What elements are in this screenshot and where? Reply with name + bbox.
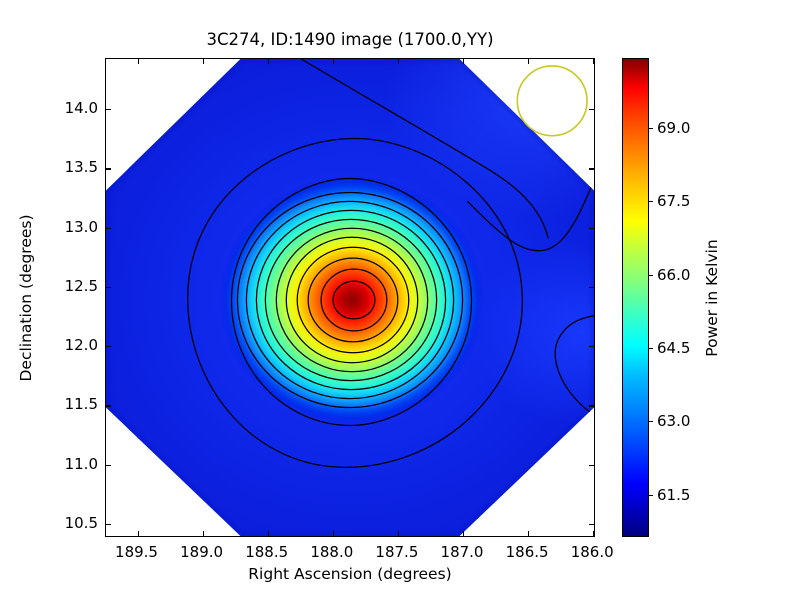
y-tick-label: 11.0: [64, 454, 98, 473]
y-tick: [106, 168, 111, 170]
y-tick: [106, 464, 111, 466]
colorbar-tick-label: 69.0: [657, 119, 691, 137]
y-tick-label: 14.0: [64, 99, 98, 117]
x-tick-top: [202, 59, 204, 64]
y-tick-label: 13.5: [64, 158, 98, 177]
y-tick-right: [589, 346, 594, 348]
y-tick-label: 13.0: [64, 217, 98, 236]
y-tick-right: [589, 168, 594, 170]
image-axes: [105, 58, 595, 537]
x-tick-top: [528, 59, 530, 64]
colorbar-tick: [648, 128, 653, 130]
x-tick: [593, 531, 594, 536]
x-tick: [397, 531, 400, 536]
x-tick-label: 189.5: [115, 543, 158, 561]
contour-lines: [187, 59, 594, 468]
y-tick: [106, 227, 111, 229]
colorbar: 69.0 67.5 66.0 64.5 63.0 61.5: [622, 58, 690, 537]
x-tick-label: 187.0: [440, 543, 484, 561]
colorbar-tick: [648, 274, 653, 276]
x-tick-label: 186.0: [570, 543, 614, 561]
x-tick-top: [593, 59, 594, 64]
x-tick: [267, 531, 269, 536]
x-tick: [202, 531, 204, 536]
y-tick-right: [589, 405, 594, 407]
y-tick: [106, 286, 111, 289]
colorbar-tick-label: 63.0: [657, 412, 691, 431]
sky-image: [106, 59, 594, 536]
y-tick-right: [589, 227, 594, 229]
y-tick-label: 10.5: [64, 514, 98, 532]
y-tick: [106, 109, 111, 111]
colorbar-gradient: [623, 59, 648, 536]
colorbar-tick: [648, 494, 653, 496]
x-tick-label: 186.5: [505, 543, 549, 561]
colorbar-tick: [648, 201, 653, 203]
y-tick-right: [589, 464, 594, 466]
y-tick-label: 11.5: [64, 395, 98, 414]
y-tick: [106, 405, 111, 407]
beam-circle-marker: [516, 65, 588, 137]
colorbar-title: Power in Kelvin: [703, 239, 721, 357]
colorbar-tick-label: 64.5: [657, 339, 691, 357]
colorbar-tick-label: 67.5: [657, 192, 691, 211]
y-tick-right: [589, 109, 594, 111]
x-tick: [137, 531, 139, 536]
colorbar-tick-label: 61.5: [657, 485, 691, 504]
y-tick-label: 12.0: [64, 336, 98, 355]
y-tick-label: 12.5: [64, 276, 98, 295]
x-tick: [332, 531, 335, 536]
colorbar-tick: [648, 421, 653, 423]
x-tick-label: 188.0: [310, 543, 354, 561]
x-tick-top: [332, 59, 335, 64]
y-axis-title: Declination (degrees): [17, 214, 35, 382]
x-tick: [528, 531, 530, 536]
y-tick-right: [589, 286, 594, 289]
x-tick-label: 188.5: [245, 543, 289, 561]
page-title: 3C274, ID:1490 image (1700.0,YY): [206, 30, 494, 49]
x-tick-label: 187.5: [375, 543, 419, 561]
y-tick: [106, 346, 111, 348]
colorbar-tick: [648, 348, 653, 350]
y-tick-right: [589, 524, 594, 526]
x-tick-top: [463, 59, 465, 64]
y-tick: [106, 524, 111, 526]
x-axis-title: Right Ascension (degrees): [248, 565, 452, 583]
x-tick-top: [397, 59, 400, 64]
colorbar-tick-label: 66.0: [657, 265, 691, 284]
x-tick-top: [137, 59, 139, 64]
x-tick-top: [267, 59, 269, 64]
x-tick-label: 189.0: [180, 543, 224, 561]
x-tick: [463, 531, 465, 536]
